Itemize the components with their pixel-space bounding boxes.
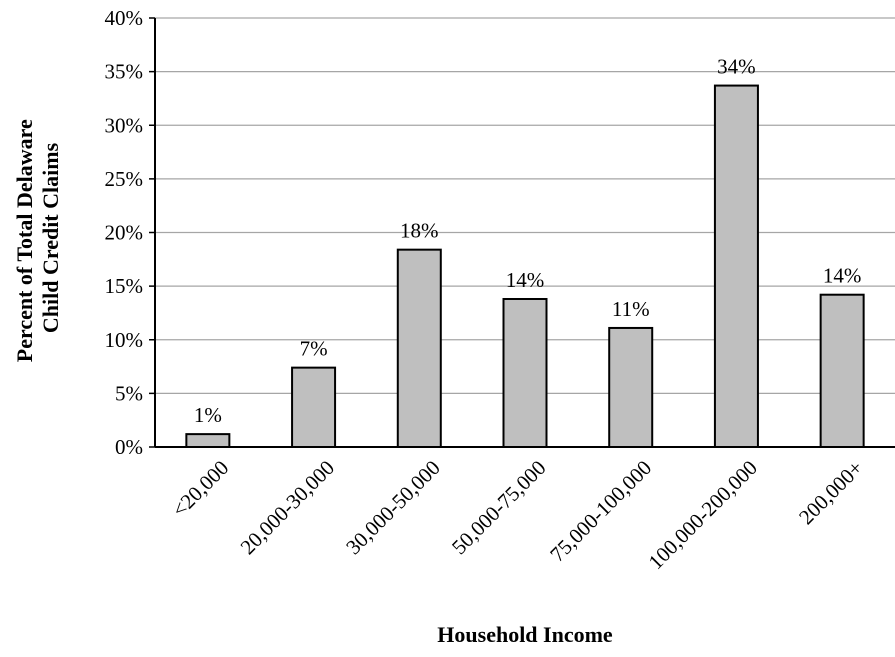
- data-label: 14%: [506, 268, 545, 292]
- bar: [502, 297, 548, 448]
- bars: [185, 84, 865, 449]
- axes: [149, 17, 895, 448]
- data-label: 11%: [612, 297, 650, 321]
- x-tick-label: 20,000-30,000: [236, 456, 340, 560]
- x-axis-title: Household Income: [437, 622, 613, 647]
- data-label: 1%: [194, 403, 222, 427]
- data-label: 18%: [400, 219, 439, 243]
- bar: [713, 84, 759, 448]
- bar: [819, 293, 865, 448]
- x-tick-labels: <20,000 20,000-30,000 30,000-50,000 50,000-…: [167, 456, 867, 574]
- x-tick-label: 75,000-100,000: [545, 456, 656, 567]
- bar: [291, 366, 337, 449]
- y-tick-label: 25%: [105, 167, 144, 191]
- data-labels: 1% 7% 18% 14% 11% 34% 14%: [194, 55, 862, 428]
- y-tick-labels: 0% 5% 10% 15% 20% 25% 30% 35% 40%: [105, 6, 144, 459]
- x-tick-label: 50,000-75,000: [447, 456, 551, 560]
- y-tick-label: 0%: [115, 435, 143, 459]
- bar: [185, 433, 231, 449]
- gridlines: [155, 17, 895, 394]
- x-tick-label: 200,000+: [794, 456, 868, 530]
- y-tick-label: 5%: [115, 381, 143, 405]
- y-tick-label: 40%: [105, 6, 144, 30]
- bar: [396, 248, 442, 448]
- y-axis-title-line-2: Child Credit Claims: [38, 142, 63, 333]
- data-label: 34%: [717, 55, 756, 79]
- x-tick-label: 30,000-50,000: [341, 456, 445, 560]
- y-tick-label: 15%: [105, 274, 144, 298]
- x-tick-label: <20,000: [167, 456, 233, 522]
- y-tick-label: 35%: [105, 60, 144, 84]
- y-tick-label: 20%: [105, 221, 144, 245]
- data-label: 14%: [823, 264, 862, 288]
- y-axis-title-line-1: Percent of Total Delaware: [12, 119, 37, 362]
- bar: [608, 326, 654, 449]
- x-tick-label: 100,000-200,000: [644, 456, 762, 574]
- y-tick-label: 10%: [105, 328, 144, 352]
- data-label: 7%: [300, 337, 328, 361]
- y-tick-label: 30%: [105, 113, 144, 137]
- y-axis-title: Percent of Total Delaware Child Credit C…: [12, 114, 63, 362]
